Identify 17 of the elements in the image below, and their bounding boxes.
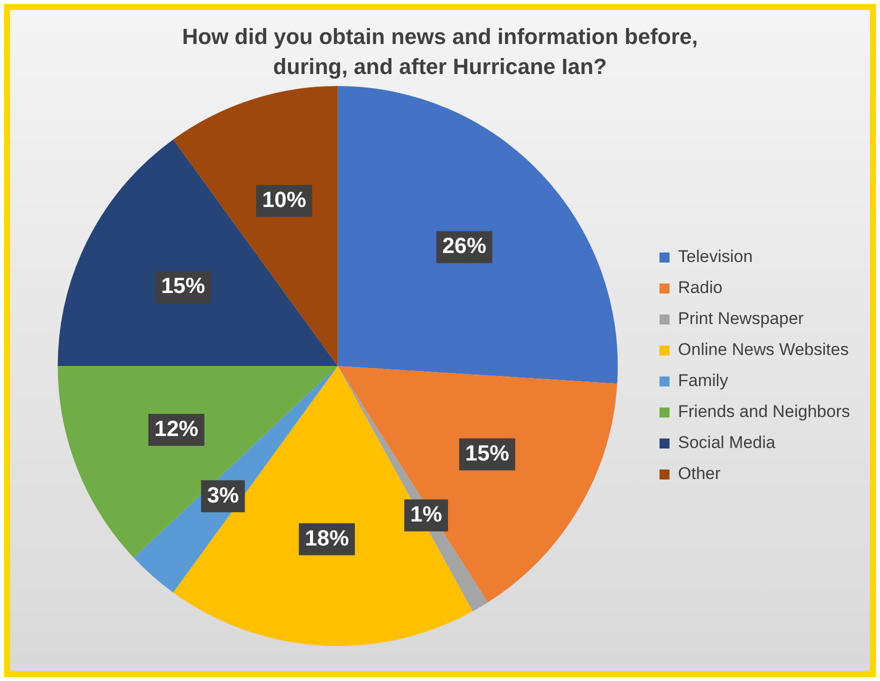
data-label: 10% <box>262 186 306 212</box>
legend-label: Online News Websites <box>678 340 849 360</box>
legend-label: Family <box>678 371 729 390</box>
legend-label: Other <box>678 464 721 484</box>
chart-title: How did you obtain news and information before, during, and after Hurricane Ian? <box>181 23 699 81</box>
data-label: 15% <box>465 440 510 466</box>
legend-label: Social Media <box>678 433 776 452</box>
data-label: 3% <box>207 482 239 508</box>
data-label: 15% <box>161 273 206 298</box>
data-label: 12% <box>154 416 198 441</box>
legend-label: Radio <box>678 278 722 298</box>
legend-label: Print Newspaper <box>678 309 804 328</box>
data-label: 1% <box>410 501 442 526</box>
data-label: 18% <box>304 525 349 550</box>
legend-label: Television <box>678 247 753 266</box>
data-label: 26% <box>442 233 486 258</box>
legend-label: Friends and Neighbors <box>678 402 850 422</box>
